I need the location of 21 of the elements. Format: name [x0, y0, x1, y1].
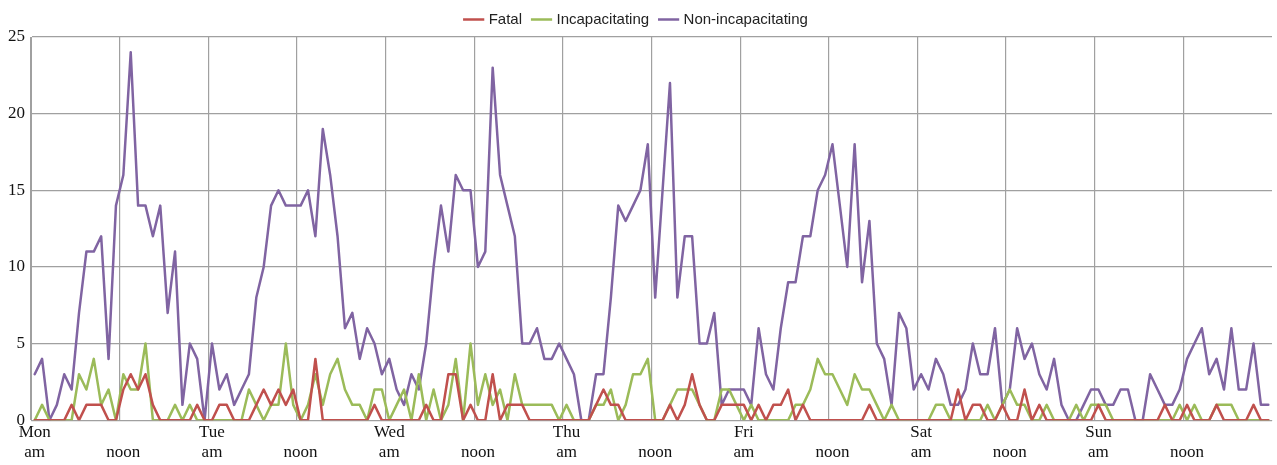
x-tick-label: Tue am [199, 421, 225, 462]
y-tick-label: 5 [16, 333, 25, 353]
y-tick-label: 20 [8, 103, 25, 123]
x-tick-label: Wed am [373, 421, 406, 462]
x-tick-label: Fri am [733, 421, 755, 462]
legend-label: Incapacitating [556, 9, 650, 27]
x-tick-label: Sun am [1085, 421, 1113, 462]
x-tick-label: noon [815, 442, 850, 462]
legend-label: Non-incapacitating [683, 9, 808, 27]
y-tick-label: 25 [8, 26, 25, 46]
x-tick-label: noon [992, 442, 1028, 462]
legend-label: Fatal [488, 9, 523, 27]
x-tick-label: noon [1170, 442, 1205, 462]
x-tick-label: Thu am [552, 421, 581, 462]
x-tick-label: noon [460, 442, 496, 462]
x-tick-label: noon [283, 442, 319, 462]
x-tick-label: noon [638, 442, 673, 462]
x-tick-label: Sat am [910, 421, 933, 462]
y-tick-label: 10 [8, 256, 25, 276]
y-tick-label: 15 [8, 179, 25, 199]
x-tick-label: noon [106, 442, 141, 462]
